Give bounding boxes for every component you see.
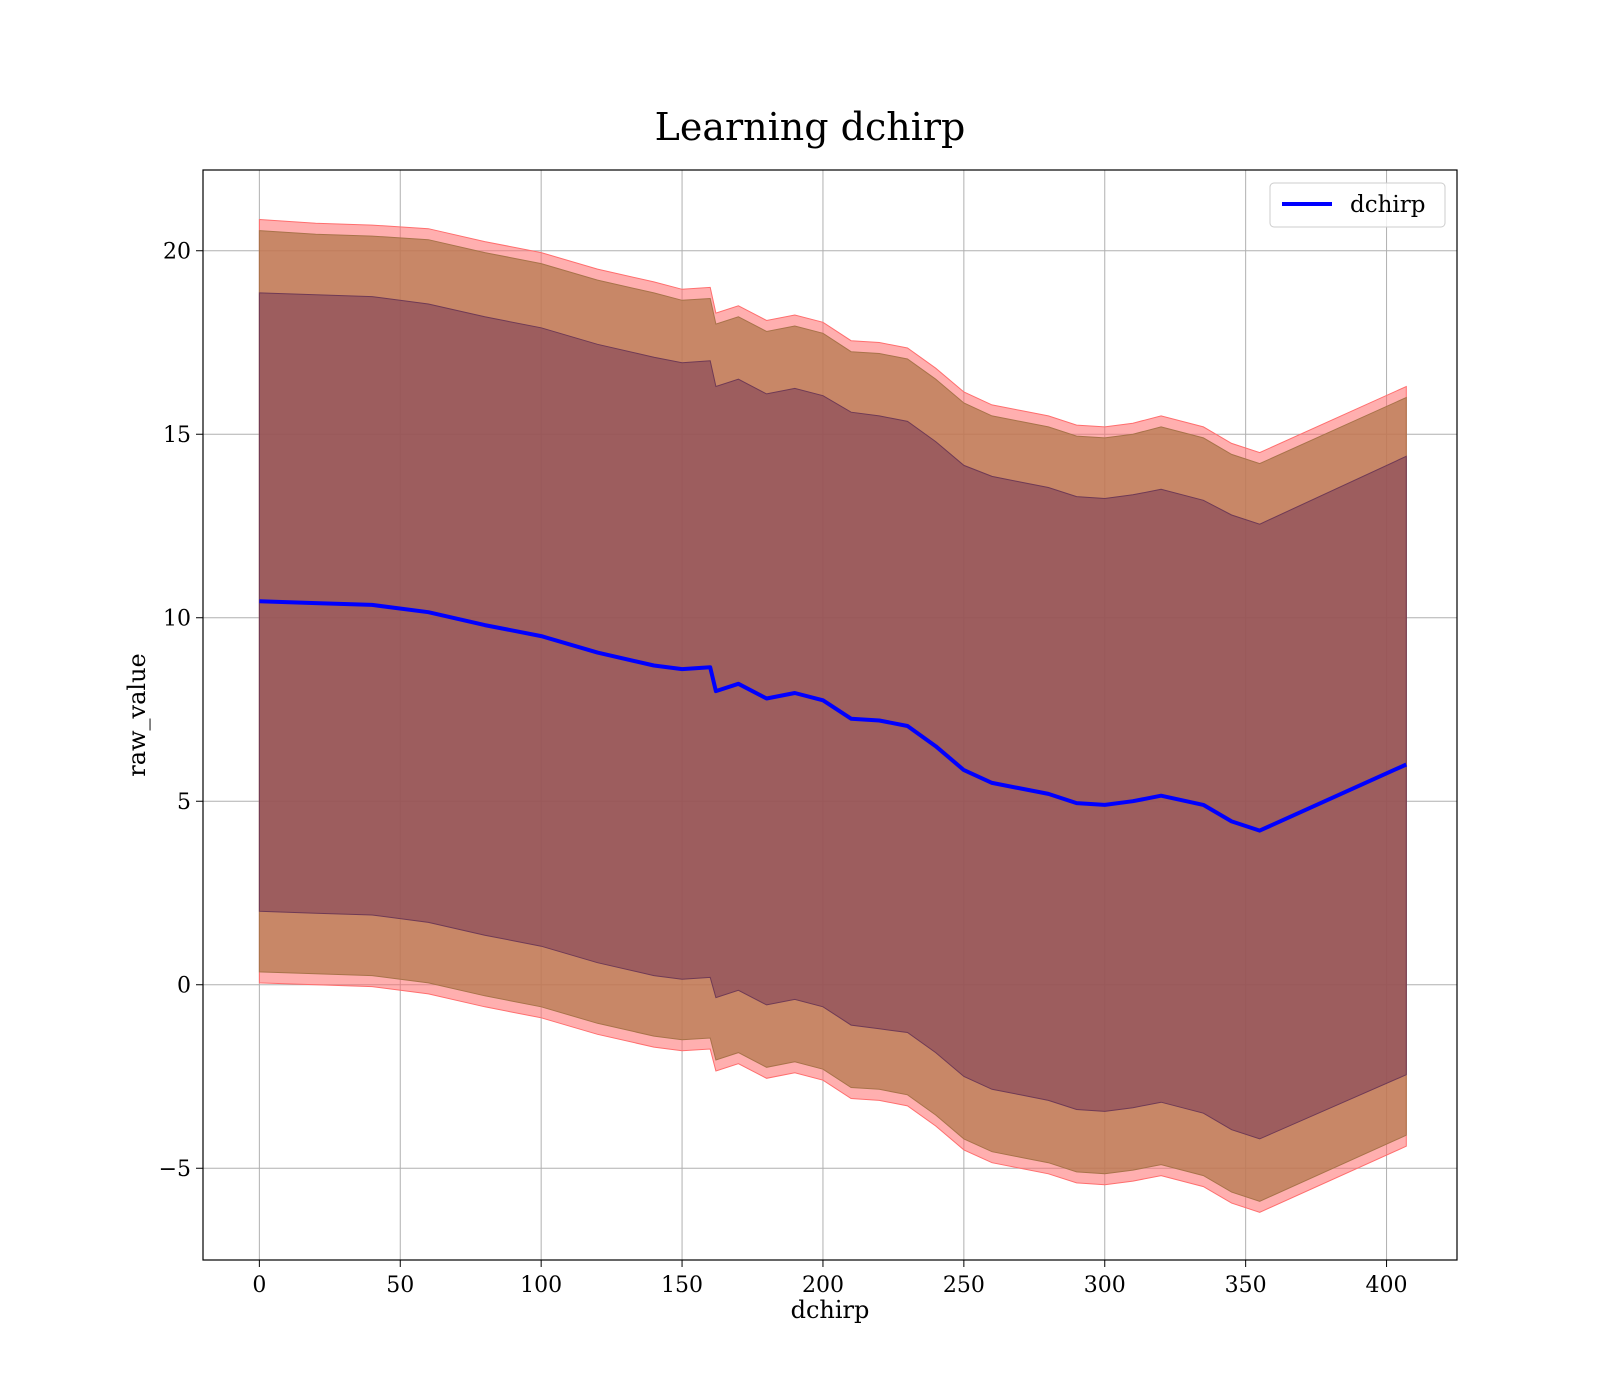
- bands: [258, 218, 1407, 1213]
- plot-frame: [202, 169, 1458, 1261]
- x-tick-label: 250: [943, 1273, 985, 1298]
- x-axis-label: dchirp: [791, 1296, 870, 1324]
- y-axis-label: raw_value: [123, 653, 151, 777]
- y-tick-label: 15: [163, 423, 191, 448]
- x-tick-label: 0: [252, 1273, 266, 1298]
- x-tick-label: 50: [386, 1273, 414, 1298]
- inner-confidence-band: [258, 292, 1407, 1140]
- x-tick-label: 400: [1366, 1273, 1408, 1298]
- x-tick-label: 350: [1225, 1273, 1267, 1298]
- legend: dchirp: [1269, 182, 1446, 228]
- y-tick-label: −5: [159, 1157, 191, 1182]
- legend-box: [1269, 182, 1446, 228]
- x-tick-label: 300: [1084, 1273, 1126, 1298]
- x-axis-ticks: 0 50 100 150 200 250 300 350 400: [252, 1260, 1408, 1298]
- y-tick-label: 20: [163, 240, 191, 265]
- x-tick-label: 100: [520, 1273, 562, 1298]
- x-tick-label: 200: [802, 1273, 844, 1298]
- y-tick-label: 5: [177, 790, 191, 815]
- y-tick-label: 10: [163, 607, 191, 632]
- chart-title: Learning dchirp: [655, 105, 966, 149]
- legend-label: dchirp: [1350, 192, 1426, 218]
- dchirp-line: [259, 599, 1408, 833]
- y-axis-ticks: −5 0 5 10 15 20: [159, 240, 203, 1182]
- y-tick-label: 0: [177, 974, 191, 999]
- series-lines: [259, 599, 1408, 833]
- x-tick-label: 150: [661, 1273, 703, 1298]
